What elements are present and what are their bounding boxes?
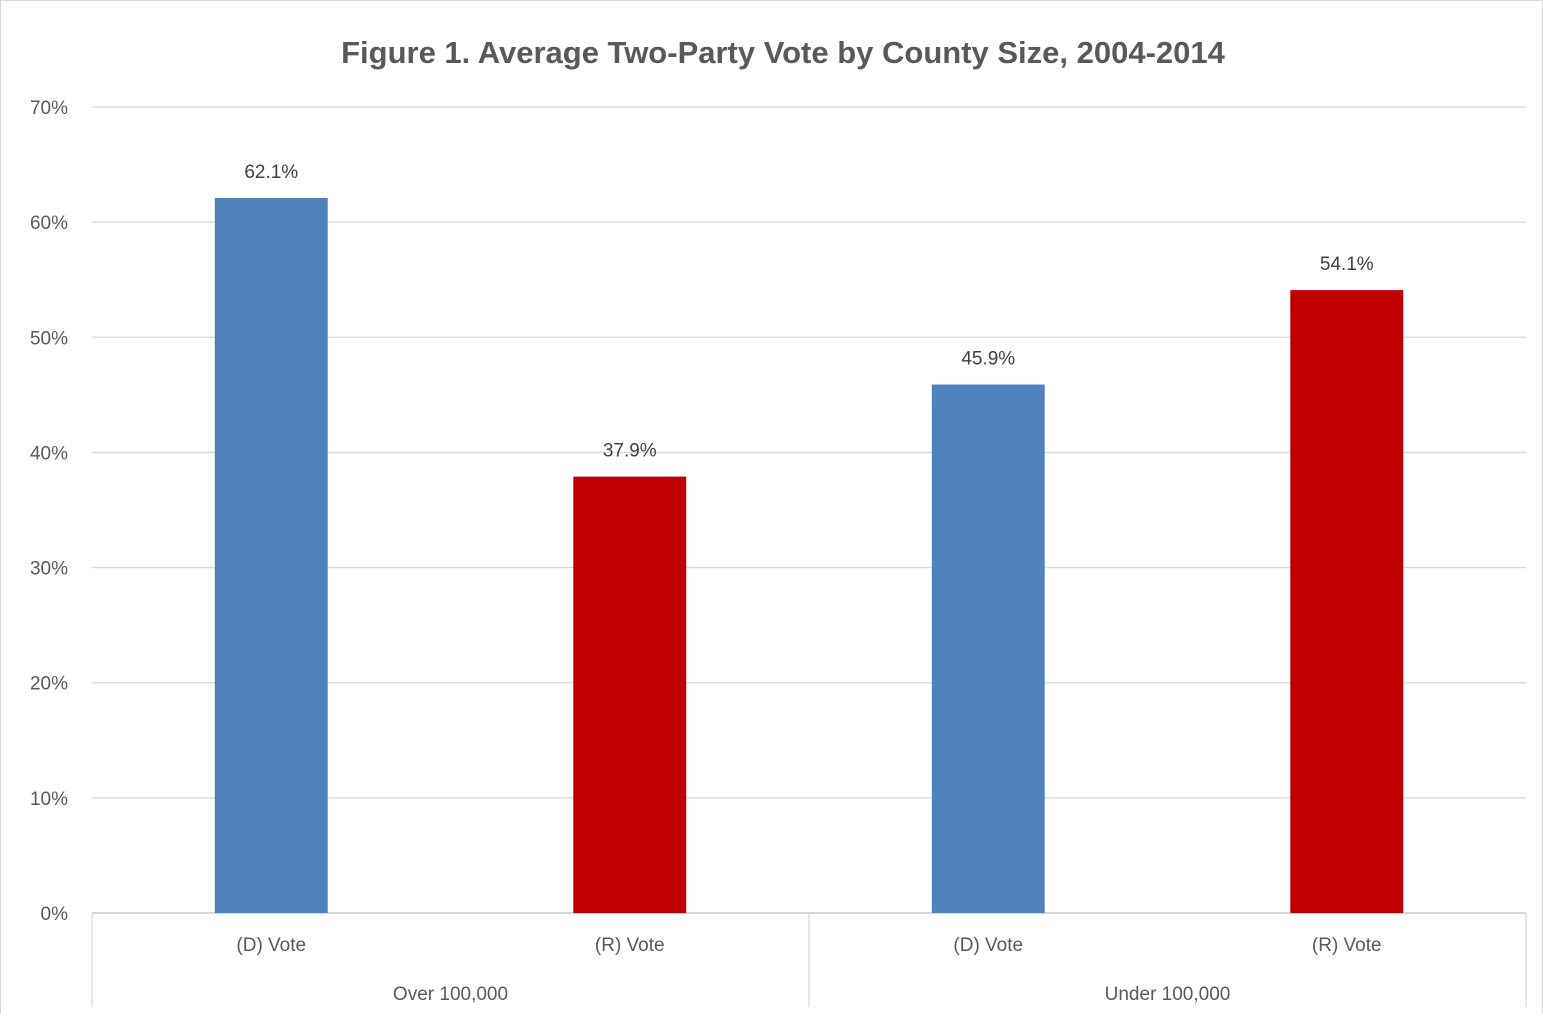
bar: [1290, 290, 1404, 913]
y-tick-label: 0%: [41, 904, 69, 925]
data-label: 45.9%: [961, 348, 1015, 369]
y-tick-label: 50%: [30, 328, 68, 349]
bar: [931, 384, 1045, 914]
y-tick-label: 60%: [30, 213, 68, 234]
data-label: 62.1%: [244, 162, 298, 183]
data-labels: 62.1% 37.9% 45.9% 54.1%: [244, 162, 1373, 462]
data-label: 37.9%: [603, 441, 657, 462]
chart-title: Figure 1. Average Two-Party Vote by Coun…: [341, 35, 1226, 70]
x-category-label: (R) Vote: [1312, 935, 1382, 956]
x-category-label: (D) Vote: [953, 935, 1023, 956]
y-tick-label: 20%: [30, 674, 68, 695]
x-category-label: (R) Vote: [595, 935, 665, 956]
y-tick-label: 40%: [30, 443, 68, 464]
y-tick-label: 70%: [30, 98, 68, 119]
bars: [214, 197, 1404, 914]
gridlines: [92, 106, 1526, 914]
x-axis: (D) Vote (R) Vote Over 100,000 (D) Vote (R) …: [91, 913, 1527, 1007]
y-tick-label: 30%: [30, 559, 68, 580]
x-group-label: Under 100,000: [1105, 984, 1231, 1005]
y-tick-label: 10%: [30, 789, 68, 810]
bar: [573, 476, 687, 913]
bar: [214, 197, 328, 913]
data-label: 54.1%: [1320, 254, 1374, 275]
y-axis: 0% 10% 20% 30% 40% 50% 60% 70%: [30, 98, 68, 925]
x-category-label: (D) Vote: [236, 935, 306, 956]
x-group-label: Over 100,000: [393, 984, 508, 1005]
